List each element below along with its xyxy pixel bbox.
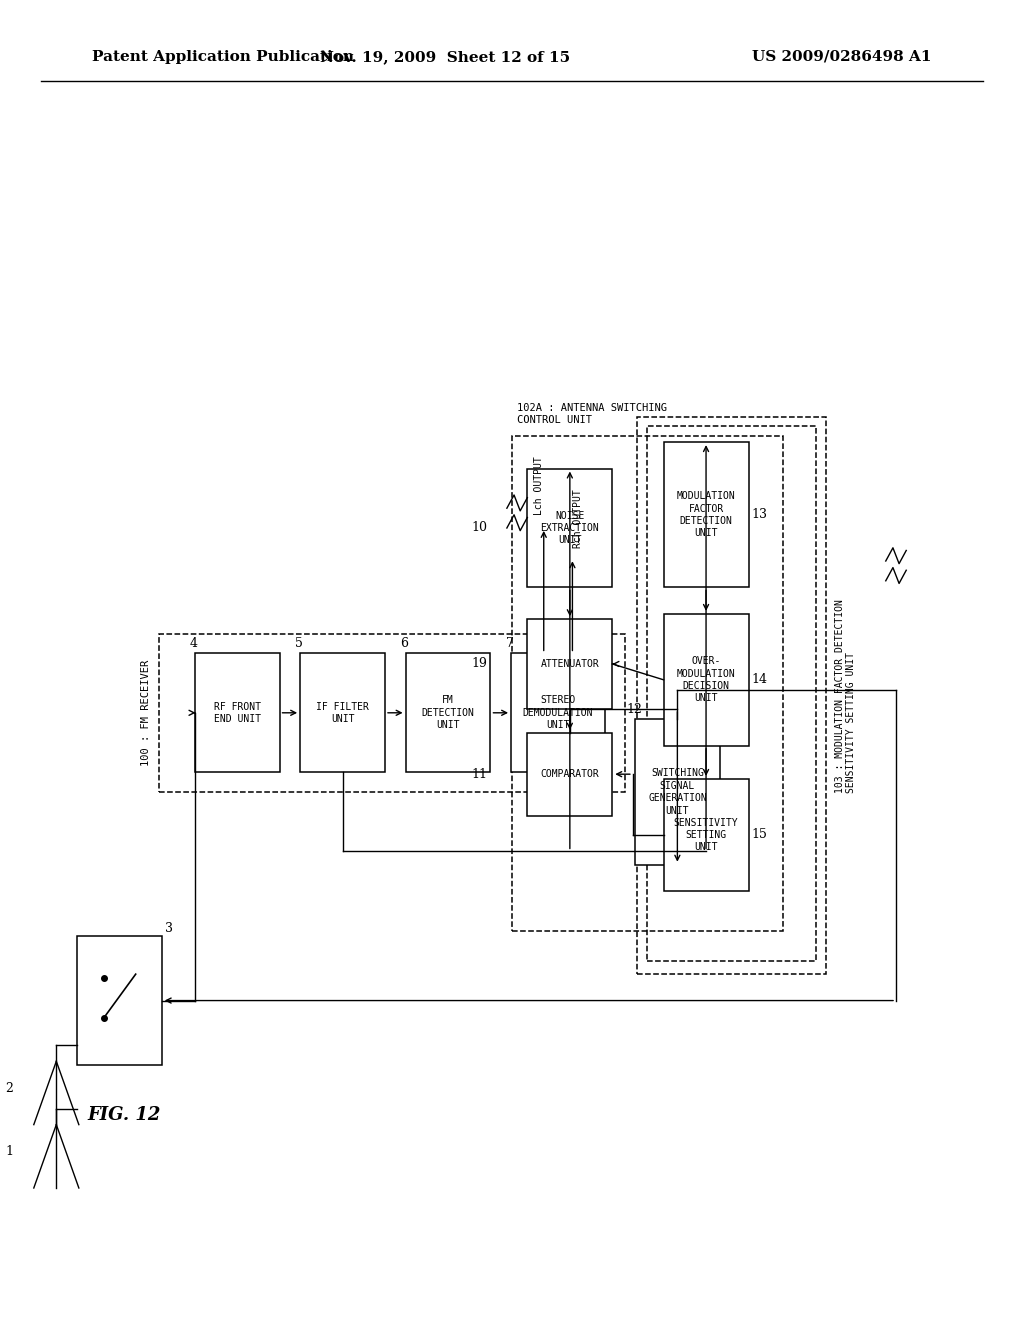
- Text: Patent Application Publication: Patent Application Publication: [92, 50, 354, 63]
- Text: 102A : ANTENNA SWITCHING
CONTROL UNIT: 102A : ANTENNA SWITCHING CONTROL UNIT: [517, 404, 667, 425]
- Text: Rch OUTPUT: Rch OUTPUT: [572, 488, 583, 548]
- Bar: [664, 442, 749, 587]
- Text: 7: 7: [506, 636, 514, 649]
- Text: OVER-
MODULATION
DECISION
UNIT: OVER- MODULATION DECISION UNIT: [677, 656, 735, 704]
- Text: ATTENUATOR: ATTENUATOR: [541, 659, 599, 669]
- Text: 4: 4: [189, 636, 198, 649]
- Bar: [511, 653, 605, 772]
- Text: 10: 10: [471, 521, 487, 535]
- Text: SWITCHING
SIGNAL
GENERATION
UNIT: SWITCHING SIGNAL GENERATION UNIT: [648, 768, 707, 816]
- Text: RF FRONT
END UNIT: RF FRONT END UNIT: [214, 702, 260, 723]
- Bar: [664, 614, 749, 746]
- Text: IF FILTER
UNIT: IF FILTER UNIT: [316, 702, 369, 723]
- Text: 19: 19: [471, 657, 487, 671]
- Bar: [406, 653, 490, 772]
- Text: FM
DETECTION
UNIT: FM DETECTION UNIT: [422, 696, 474, 730]
- Text: STEREO
DEMODULATION
UNIT: STEREO DEMODULATION UNIT: [523, 696, 593, 730]
- Text: 13: 13: [752, 508, 768, 521]
- Bar: [527, 733, 612, 816]
- Bar: [77, 936, 162, 1065]
- Text: 100 : FM RECEIVER: 100 : FM RECEIVER: [140, 660, 151, 766]
- Text: 14: 14: [752, 673, 768, 686]
- Text: 2: 2: [5, 1081, 13, 1094]
- Bar: [647, 426, 816, 961]
- Text: Lch OUTPUT: Lch OUTPUT: [534, 455, 544, 515]
- Text: MODULATION
FACTOR
DETECTION
UNIT: MODULATION FACTOR DETECTION UNIT: [677, 491, 735, 539]
- Text: US 2009/0286498 A1: US 2009/0286498 A1: [753, 50, 932, 63]
- Text: 6: 6: [400, 636, 409, 649]
- Bar: [637, 417, 826, 974]
- Text: COMPARATOR: COMPARATOR: [541, 770, 599, 779]
- Bar: [300, 653, 385, 772]
- Text: SENSITIVITY
SETTING
UNIT: SENSITIVITY SETTING UNIT: [674, 817, 738, 853]
- Text: NOISE
EXTRACTION
UNIT: NOISE EXTRACTION UNIT: [541, 511, 599, 545]
- Bar: [527, 469, 612, 587]
- Bar: [635, 719, 720, 865]
- Text: 1: 1: [5, 1144, 13, 1158]
- Text: FIG. 12: FIG. 12: [87, 1106, 161, 1125]
- Bar: [159, 634, 625, 792]
- Text: 3: 3: [165, 921, 173, 935]
- Bar: [512, 436, 783, 931]
- Text: 103 : MODULATION FACTOR DETECTION
SENSITIVITY SETTING UNIT: 103 : MODULATION FACTOR DETECTION SENSIT…: [835, 599, 856, 792]
- Text: 15: 15: [752, 829, 768, 841]
- Bar: [664, 779, 749, 891]
- Text: 12: 12: [627, 702, 643, 715]
- Text: Nov. 19, 2009  Sheet 12 of 15: Nov. 19, 2009 Sheet 12 of 15: [321, 50, 570, 63]
- Bar: [527, 619, 612, 709]
- Text: 5: 5: [295, 636, 303, 649]
- Bar: [195, 653, 280, 772]
- Text: 11: 11: [471, 768, 487, 780]
